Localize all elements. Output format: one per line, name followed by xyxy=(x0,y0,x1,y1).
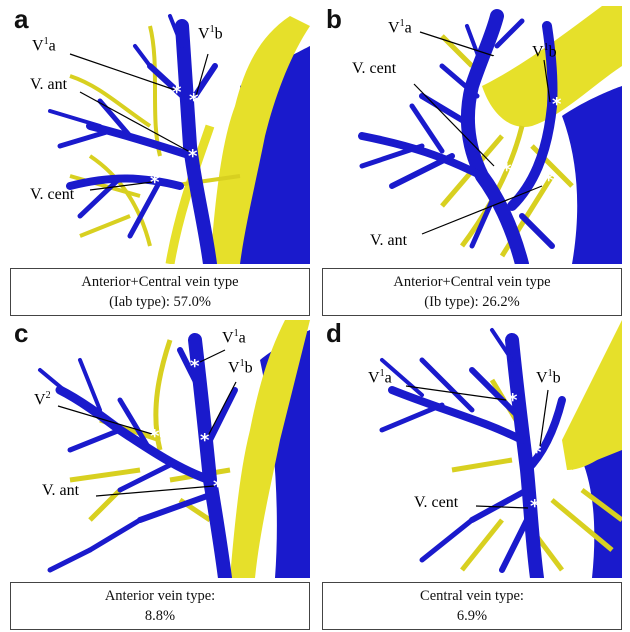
panel-letter: c xyxy=(14,318,29,348)
panel-a: * * * * V1a V1b V. ant V. cent a Anterio… xyxy=(10,4,310,318)
vessel-render-d: * * * V1a V1b V. cent xyxy=(322,320,622,578)
label-v2: V2 xyxy=(34,390,51,409)
label-vcent: V. cent xyxy=(30,186,75,203)
caption-d: Central vein type: 6.9% xyxy=(322,582,622,630)
marker-v1a: * xyxy=(492,48,502,69)
marker-vcent: * xyxy=(150,172,160,193)
panel-letter: d xyxy=(326,318,342,348)
caption-a: Anterior+Central vein type (Iab type): 5… xyxy=(10,268,310,316)
label-v1b: V1b xyxy=(536,368,561,387)
marker-vcent: * xyxy=(502,160,512,181)
marker-v1b: * xyxy=(200,430,210,451)
label-v1b: V1b xyxy=(198,24,223,43)
marker-v1b: * xyxy=(189,90,199,111)
label-vant: V. ant xyxy=(370,232,408,249)
label-v1a: V1a xyxy=(222,328,246,347)
caption-line-1: Anterior+Central vein type xyxy=(393,274,551,290)
panel-d: * * * V1a V1b V. cent d Central vein typ… xyxy=(322,318,622,632)
marker-vant: * xyxy=(544,170,554,191)
caption-line-1: Anterior vein type: xyxy=(104,588,216,604)
panel-b: * * * * V1a V1b V. cent V. ant b Anterio… xyxy=(322,4,622,318)
label-v1b: V1b xyxy=(228,358,253,377)
vessel-illustration-b xyxy=(358,6,622,264)
marker-vant: * xyxy=(213,476,223,497)
vessel-illustration-a xyxy=(48,14,310,264)
label-v1b: V1b xyxy=(532,42,557,61)
label-vcent: V. cent xyxy=(414,494,459,511)
vessel-render-a: * * * * V1a V1b V. ant V. cent xyxy=(10,6,310,264)
marker-v1b: * xyxy=(532,442,542,463)
caption-c: Anterior vein type: 8.8% xyxy=(10,582,310,630)
label-vant: V. ant xyxy=(30,76,68,93)
marker-v1b: * xyxy=(552,94,562,115)
panel-letter: a xyxy=(14,4,29,34)
vessel-illustration-c xyxy=(38,320,310,578)
marker-vcent: * xyxy=(530,496,540,517)
vessel-render-b: * * * * V1a V1b V. cent V. ant xyxy=(322,6,622,264)
caption-line-2: 6.9% xyxy=(456,608,488,624)
caption-line-2: (Ib type): 26.2% xyxy=(424,294,520,310)
marker-v2: * xyxy=(150,426,160,447)
label-v1a: V1a xyxy=(32,36,56,55)
caption-line-1: Central vein type: xyxy=(420,588,524,604)
panel-letter: b xyxy=(326,4,342,34)
marker-v1a: * xyxy=(508,390,518,411)
caption-line-1: Anterior+Central vein type xyxy=(81,274,239,290)
marker-vant: * xyxy=(188,146,198,167)
label-v1a: V1a xyxy=(388,18,412,37)
panel-c: * * * * V1a V1b V2 V. ant c Anterior vei… xyxy=(10,318,310,632)
caption-b: Anterior+Central vein type (Ib type): 26… xyxy=(322,268,622,316)
vessel-illustration-d xyxy=(379,320,622,578)
caption-line-2: 8.8% xyxy=(144,608,176,624)
label-v1a: V1a xyxy=(368,368,392,387)
marker-v1a: * xyxy=(190,356,200,377)
label-vcent: V. cent xyxy=(352,60,397,77)
label-vant: V. ant xyxy=(42,482,80,499)
caption-line-2: (Iab type): 57.0% xyxy=(109,294,211,310)
vessel-render-c: * * * * V1a V1b V2 V. ant xyxy=(10,320,310,578)
marker-v1a: * xyxy=(172,82,182,103)
